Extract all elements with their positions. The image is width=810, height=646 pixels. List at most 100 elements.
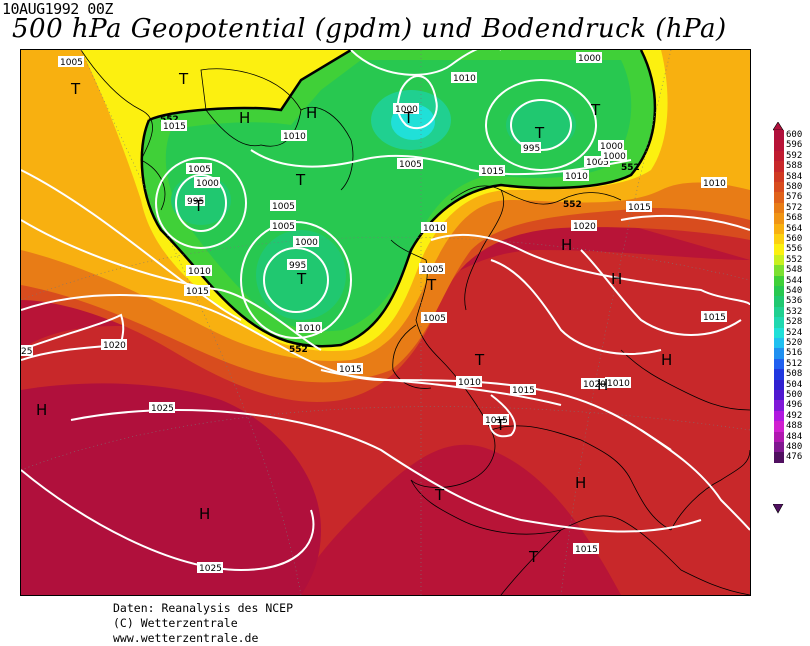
isobar-label: 1015: [701, 311, 727, 323]
svg-text:1000: 1000: [603, 152, 626, 162]
height-label-552-d: 552: [621, 163, 640, 173]
legend-item-532: 532: [774, 306, 810, 318]
svg-text:1015: 1015: [481, 167, 504, 177]
low-center-t: T: [590, 101, 601, 119]
svg-text:1020: 1020: [573, 222, 596, 232]
legend-label: 556: [786, 244, 803, 255]
isobar-label: 1025: [197, 562, 223, 574]
legend-swatch: [774, 223, 784, 234]
low-center-t: T: [193, 197, 204, 215]
svg-text:995: 995: [523, 144, 540, 154]
isobar-label: 1000: [576, 52, 602, 64]
isobar-label: 1005: [186, 163, 212, 175]
isobar-label: 1000: [393, 103, 419, 115]
isobar-label: 1020: [581, 378, 607, 390]
isobar-label: 1010: [281, 130, 307, 142]
svg-text:1005: 1005: [586, 158, 609, 168]
legend-label: 592: [786, 150, 803, 161]
map-date-label: 10AUG1992 00Z: [2, 0, 113, 18]
svg-text:995: 995: [289, 261, 306, 271]
legend-label: 584: [786, 171, 803, 182]
isobar-label: 1020: [571, 220, 597, 232]
svg-text:1025: 1025: [151, 404, 174, 414]
low-center-t: T: [474, 351, 485, 369]
legend-bottom-arrow: [773, 504, 784, 514]
legend-item-476: 476: [774, 452, 810, 463]
weather-map-svg: 552 552 552 552 1005 1015 1010 1000 1010…: [21, 50, 750, 595]
svg-text:1015: 1015: [485, 416, 508, 426]
legend-swatch: [774, 234, 784, 245]
svg-text:1005: 1005: [399, 160, 422, 170]
legend-label: 516: [786, 348, 803, 359]
svg-text:1000: 1000: [395, 105, 418, 115]
svg-text:1010: 1010: [458, 378, 481, 388]
isobar-label: 1005: [421, 312, 447, 324]
legend-item-548: 548: [774, 265, 810, 276]
legend-label: 520: [786, 338, 803, 348]
pressure-centers: T T H H T T T T T T H H T H H H T T H T …: [36, 70, 672, 566]
isobar-label: 1015: [483, 414, 509, 426]
isobars: [21, 50, 750, 572]
svg-text:1015: 1015: [186, 287, 209, 297]
legend-swatch: [774, 254, 784, 266]
legend-item-540: 540: [774, 286, 810, 297]
legend-swatch: [774, 452, 784, 463]
legend-item-556: 556: [774, 244, 810, 255]
legend-swatch: [774, 161, 784, 172]
svg-text:1020: 1020: [103, 341, 126, 351]
isobar-label: 25: [21, 345, 33, 357]
svg-text:1010: 1010: [423, 224, 446, 234]
isobar-label: 995: [185, 195, 205, 207]
svg-text:1015: 1015: [628, 203, 651, 213]
isobar-label: 1015: [510, 384, 536, 396]
isobar-label: 1015: [573, 543, 599, 555]
legend-swatch: [774, 182, 784, 193]
legend-swatch: [774, 265, 784, 276]
legend-swatch: [774, 442, 784, 453]
height-label-552-b: 552: [289, 345, 308, 355]
legend-swatch: [774, 358, 784, 370]
legend-item-584: 584: [774, 171, 810, 182]
legend-swatch: [774, 421, 784, 432]
legend-swatch: [774, 140, 784, 151]
svg-text:1010: 1010: [703, 179, 726, 189]
legend-label: 588: [786, 161, 803, 172]
isobar-label: 1015: [337, 363, 363, 375]
legend-item-576: 576: [774, 192, 810, 203]
credits-copyright: (C) Wetterzentrale: [113, 616, 238, 630]
svg-text:1015: 1015: [512, 386, 535, 396]
legend-item-492: 492: [774, 410, 810, 422]
legend-label: 540: [786, 286, 803, 296]
legend-swatch: [774, 213, 784, 224]
coastlines: [80, 50, 750, 595]
color-legend: 600 596 592 588 584 580 576 572 568 564 …: [773, 122, 810, 523]
svg-text:1010: 1010: [298, 324, 321, 334]
high-center-h: H: [597, 376, 608, 394]
isobar-label: 1000: [293, 236, 319, 248]
svg-text:1000: 1000: [578, 54, 601, 64]
svg-text:1000: 1000: [295, 238, 318, 248]
svg-text:1010: 1010: [565, 172, 588, 182]
legend-swatch: [774, 275, 784, 286]
high-center-h: H: [661, 351, 672, 369]
legend-label: 544: [786, 275, 803, 286]
legend-item-528: 528: [774, 317, 810, 328]
legend-label: 504: [786, 379, 803, 390]
legend-label: 488: [786, 421, 803, 432]
isobar-label: 1010: [296, 322, 322, 334]
high-center-h: H: [36, 401, 47, 419]
legend-item-488: 488: [774, 421, 810, 432]
isobar-label: 1005: [419, 263, 445, 275]
legend-label: 484: [786, 431, 803, 442]
legend-label: 572: [786, 202, 803, 213]
high-center-h: H: [306, 104, 317, 122]
legend-item-564: 564: [774, 223, 810, 234]
legend-item-596: 596: [774, 140, 810, 151]
legend-swatch: [774, 150, 784, 162]
legend-swatch: [774, 410, 784, 422]
low-center-t: T: [528, 548, 539, 566]
legend-item-520: 520: [774, 338, 810, 349]
legend-swatch: [774, 130, 784, 141]
weather-map: 552 552 552 552 1005 1015 1010 1000 1010…: [20, 49, 751, 596]
low-center-t: T: [70, 80, 81, 98]
